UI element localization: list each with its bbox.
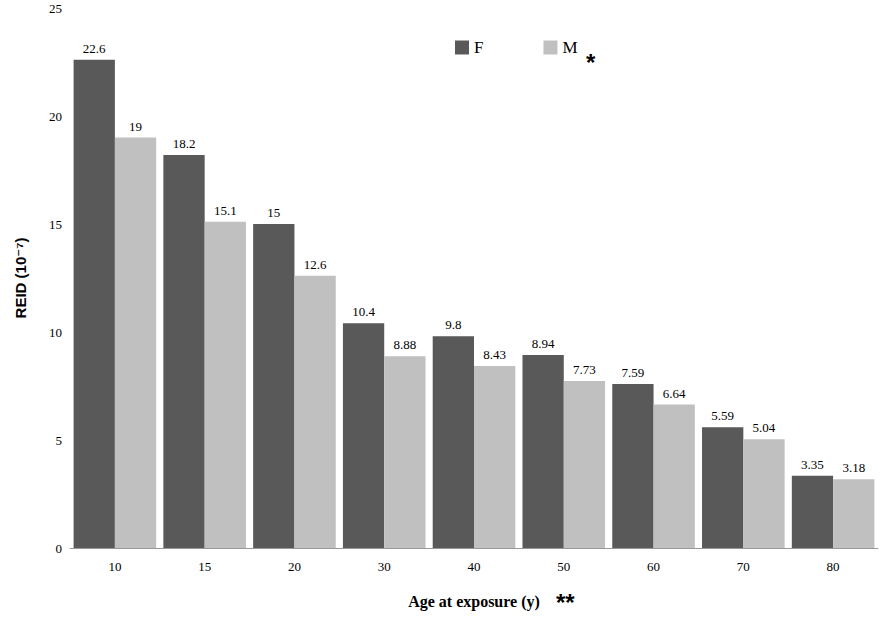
svg-text:22.6: 22.6 (83, 41, 106, 56)
svg-text:10.4: 10.4 (352, 304, 375, 319)
svg-text:REID (10⁻⁷): REID (10⁻⁷) (12, 238, 29, 319)
svg-text:*: * (586, 49, 596, 76)
svg-text:10: 10 (49, 325, 62, 340)
svg-text:7.73: 7.73 (573, 362, 596, 377)
svg-text:**: ** (556, 589, 575, 616)
svg-text:F: F (474, 38, 483, 57)
svg-text:40: 40 (468, 559, 481, 574)
svg-text:6.64: 6.64 (663, 386, 686, 401)
svg-text:80: 80 (827, 559, 840, 574)
svg-text:15: 15 (49, 217, 62, 232)
svg-text:7.59: 7.59 (622, 365, 645, 380)
svg-text:5: 5 (56, 433, 63, 448)
svg-text:20: 20 (49, 109, 62, 124)
svg-text:M: M (562, 38, 577, 57)
svg-text:30: 30 (378, 559, 391, 574)
svg-text:50: 50 (557, 559, 570, 574)
svg-text:15: 15 (198, 559, 211, 574)
svg-text:5.04: 5.04 (753, 420, 776, 435)
svg-text:8.94: 8.94 (532, 336, 555, 351)
svg-text:19: 19 (129, 119, 142, 134)
svg-text:15: 15 (267, 205, 280, 220)
svg-text:12.6: 12.6 (304, 257, 327, 272)
svg-text:15.1: 15.1 (214, 203, 237, 218)
svg-text:60: 60 (647, 559, 660, 574)
svg-text:70: 70 (737, 559, 750, 574)
svg-text:8.43: 8.43 (483, 347, 506, 362)
svg-text:18.2: 18.2 (173, 136, 196, 151)
svg-text:Age at exposure (y): Age at exposure (y) (408, 593, 540, 611)
svg-text:10: 10 (108, 559, 121, 574)
svg-text:3.35: 3.35 (801, 457, 824, 472)
svg-text:8.88: 8.88 (393, 337, 416, 352)
svg-text:20: 20 (288, 559, 301, 574)
svg-text:3.18: 3.18 (842, 460, 865, 475)
svg-text:5.59: 5.59 (711, 408, 734, 423)
svg-text:25: 25 (49, 1, 62, 16)
svg-text:9.8: 9.8 (445, 317, 461, 332)
svg-text:0: 0 (56, 541, 63, 556)
